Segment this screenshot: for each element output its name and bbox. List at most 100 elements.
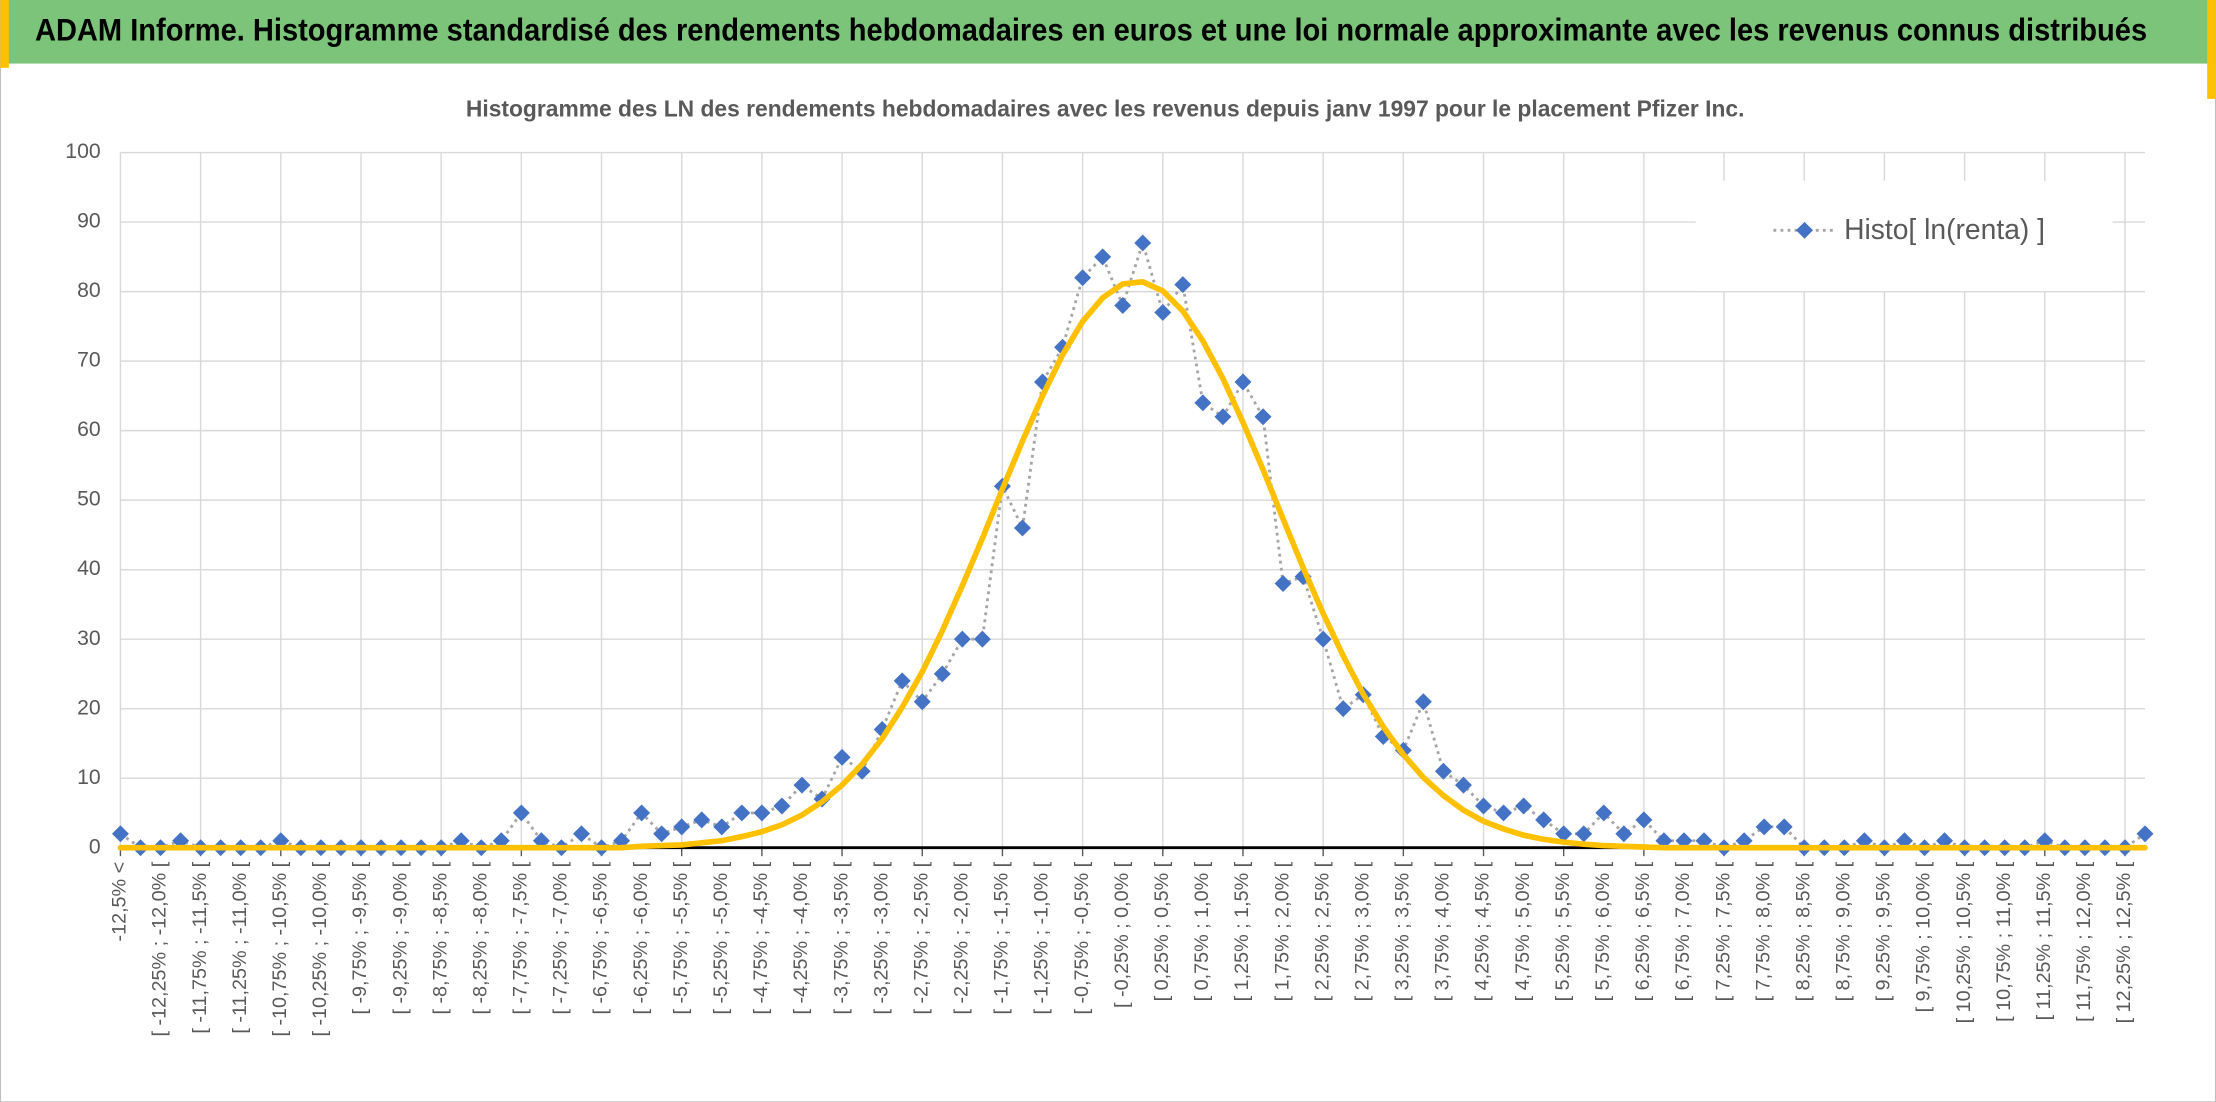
y-tick-label: 20 — [77, 696, 101, 719]
y-tick-label: 50 — [77, 488, 101, 511]
header-accent — [0, 0, 9, 68]
data-point — [2136, 825, 2154, 843]
x-tick-label: [ -0,75% ; -0,5% [ — [1071, 861, 1093, 1014]
data-point — [1013, 519, 1031, 537]
x-tick-label: [ -0,25% ; 0,0% [ — [1111, 861, 1133, 1008]
x-tick-label: [ 8,25% ; 8,5% [ — [1792, 861, 1814, 1001]
x-tick-label: [ -7,75% ; -7,5% [ — [510, 861, 532, 1014]
y-tick-label: 90 — [77, 210, 101, 233]
x-tick-label: [ 12,25% ; 12,5% [ — [2113, 861, 2135, 1023]
x-tick-label: [ 6,75% ; 7,0% [ — [1672, 861, 1694, 1001]
x-tick-label: [ -8,25% ; -8,0% [ — [469, 861, 491, 1014]
data-point — [1755, 818, 1773, 836]
x-tick-label: -12,5% < — [109, 862, 131, 942]
data-point — [1454, 776, 1472, 794]
x-tick-label: [ -4,25% ; -4,0% [ — [790, 861, 812, 1014]
data-point — [973, 630, 991, 648]
x-tick-label: [ -1,75% ; -1,5% [ — [991, 861, 1013, 1014]
x-tick-label: [ 8,75% ; 9,0% [ — [1833, 861, 1855, 1001]
data-point — [1174, 276, 1192, 294]
data-point — [1595, 804, 1613, 822]
y-tick-label: 10 — [77, 766, 101, 789]
header-band — [0, 0, 2216, 64]
data-point — [673, 818, 691, 836]
data-point — [713, 818, 731, 836]
x-tick-label: [ 4,75% ; 5,0% [ — [1512, 861, 1534, 1001]
x-tick-label: [ 2,75% ; 3,0% [ — [1351, 861, 1373, 1001]
chart-title: Histogramme des LN des rendements hebdom… — [466, 95, 1745, 121]
data-point — [1414, 693, 1432, 711]
x-tick-label: [ 3,75% ; 4,0% [ — [1432, 861, 1454, 1001]
data-point — [1635, 811, 1653, 829]
x-tick-label: [ -8,75% ; -8,5% [ — [429, 861, 451, 1014]
data-point — [693, 811, 711, 829]
header-accent — [2207, 0, 2216, 99]
x-tick-label: [ -7,25% ; -7,0% [ — [550, 861, 572, 1014]
data-point — [1074, 269, 1092, 287]
x-tick-label: [ -5,75% ; -5,5% [ — [670, 861, 692, 1014]
data-point — [1274, 575, 1292, 593]
data-point — [653, 825, 671, 843]
x-tick-label: [ 4,25% ; 4,5% [ — [1472, 861, 1494, 1001]
x-tick-label: [ 3,25% ; 3,5% [ — [1392, 861, 1414, 1001]
x-tick-label: [ 7,75% ; 8,0% [ — [1752, 861, 1774, 1001]
data-point — [1194, 394, 1212, 412]
data-point — [793, 776, 811, 794]
y-tick-label: 0 — [89, 835, 101, 858]
page-title: ADAM Informe. Histogramme standardisé de… — [35, 13, 2147, 48]
y-tick-label: 40 — [77, 557, 101, 580]
data-point — [1515, 797, 1533, 815]
x-tick-label: [ -6,75% ; -6,5% [ — [590, 861, 612, 1014]
x-tick-label: [ -3,75% ; -3,5% [ — [830, 861, 852, 1014]
data-point — [933, 665, 951, 683]
data-point — [1114, 297, 1132, 314]
data-point — [1234, 373, 1252, 391]
data-point — [111, 825, 129, 843]
data-point — [893, 672, 911, 690]
data-point — [573, 825, 590, 843]
data-point — [753, 804, 771, 822]
x-tick-label: [ 2,25% ; 2,5% [ — [1311, 861, 1333, 1001]
x-tick-label: [ 5,75% ; 6,0% [ — [1592, 861, 1614, 1001]
x-tick-label: [ 10,75% ; 11,0% [ — [1993, 861, 2015, 1022]
data-point — [773, 797, 791, 815]
data-point — [1134, 234, 1152, 252]
data-point — [953, 630, 971, 648]
x-tick-label: [ -1,25% ; -1,0% [ — [1031, 861, 1053, 1014]
x-tick-label: [ -9,75% ; -9,5% [ — [349, 861, 371, 1014]
data-point — [833, 748, 851, 766]
x-tick-label: [ 9,75% ; 10,0% [ — [1913, 861, 1935, 1012]
y-tick-label: 100 — [65, 140, 100, 163]
y-tick-label: 80 — [77, 279, 101, 302]
data-point — [1314, 630, 1332, 648]
data-point — [913, 693, 931, 711]
x-tick-label: [ 9,25% ; 9,5% [ — [1873, 861, 1895, 1001]
legend-box — [1695, 180, 2113, 292]
y-tick-label: 70 — [77, 349, 101, 372]
x-tick-label: [ 5,25% ; 5,5% [ — [1552, 861, 1574, 1001]
data-point — [1575, 825, 1593, 843]
x-tick-label: [ -4,75% ; -4,5% [ — [750, 861, 772, 1014]
y-tick-label: 30 — [77, 627, 101, 650]
x-tick-label: [ -12,25% ; -12,0% [ — [149, 861, 171, 1036]
x-tick-label: [ 0,75% ; 1,0% [ — [1191, 861, 1213, 1001]
x-tick-label: [ 11,75% ; 12,0% [ — [2073, 861, 2095, 1022]
data-point — [1214, 408, 1232, 426]
data-point — [1334, 700, 1352, 718]
x-tick-label: [ -10,25% ; -10,0% [ — [309, 861, 331, 1036]
x-tick-label: [ 11,25% ; 11,5% [ — [2033, 861, 2055, 1020]
x-tick-label: [ 0,25% ; 0,5% [ — [1151, 861, 1173, 1001]
x-tick-label: [ -10,75% ; -10,5% [ — [269, 861, 291, 1036]
x-tick-label: [ -2,75% ; -2,5% [ — [910, 861, 932, 1014]
x-tick-label: [ -5,25% ; -5,0% [ — [710, 861, 732, 1014]
data-point — [1615, 825, 1633, 843]
data-point — [733, 804, 751, 822]
x-tick-label: [ -9,25% ; -9,0% [ — [389, 861, 411, 1014]
x-tick-label: [ 1,75% ; 2,0% [ — [1271, 861, 1293, 1001]
y-tick-label: 60 — [77, 418, 101, 441]
x-tick-label: [ -6,25% ; -6,0% [ — [630, 861, 652, 1014]
legend-marker — [1796, 221, 1813, 239]
x-tick-label: [ -2,25% ; -2,0% [ — [951, 861, 973, 1014]
data-point — [512, 804, 530, 822]
